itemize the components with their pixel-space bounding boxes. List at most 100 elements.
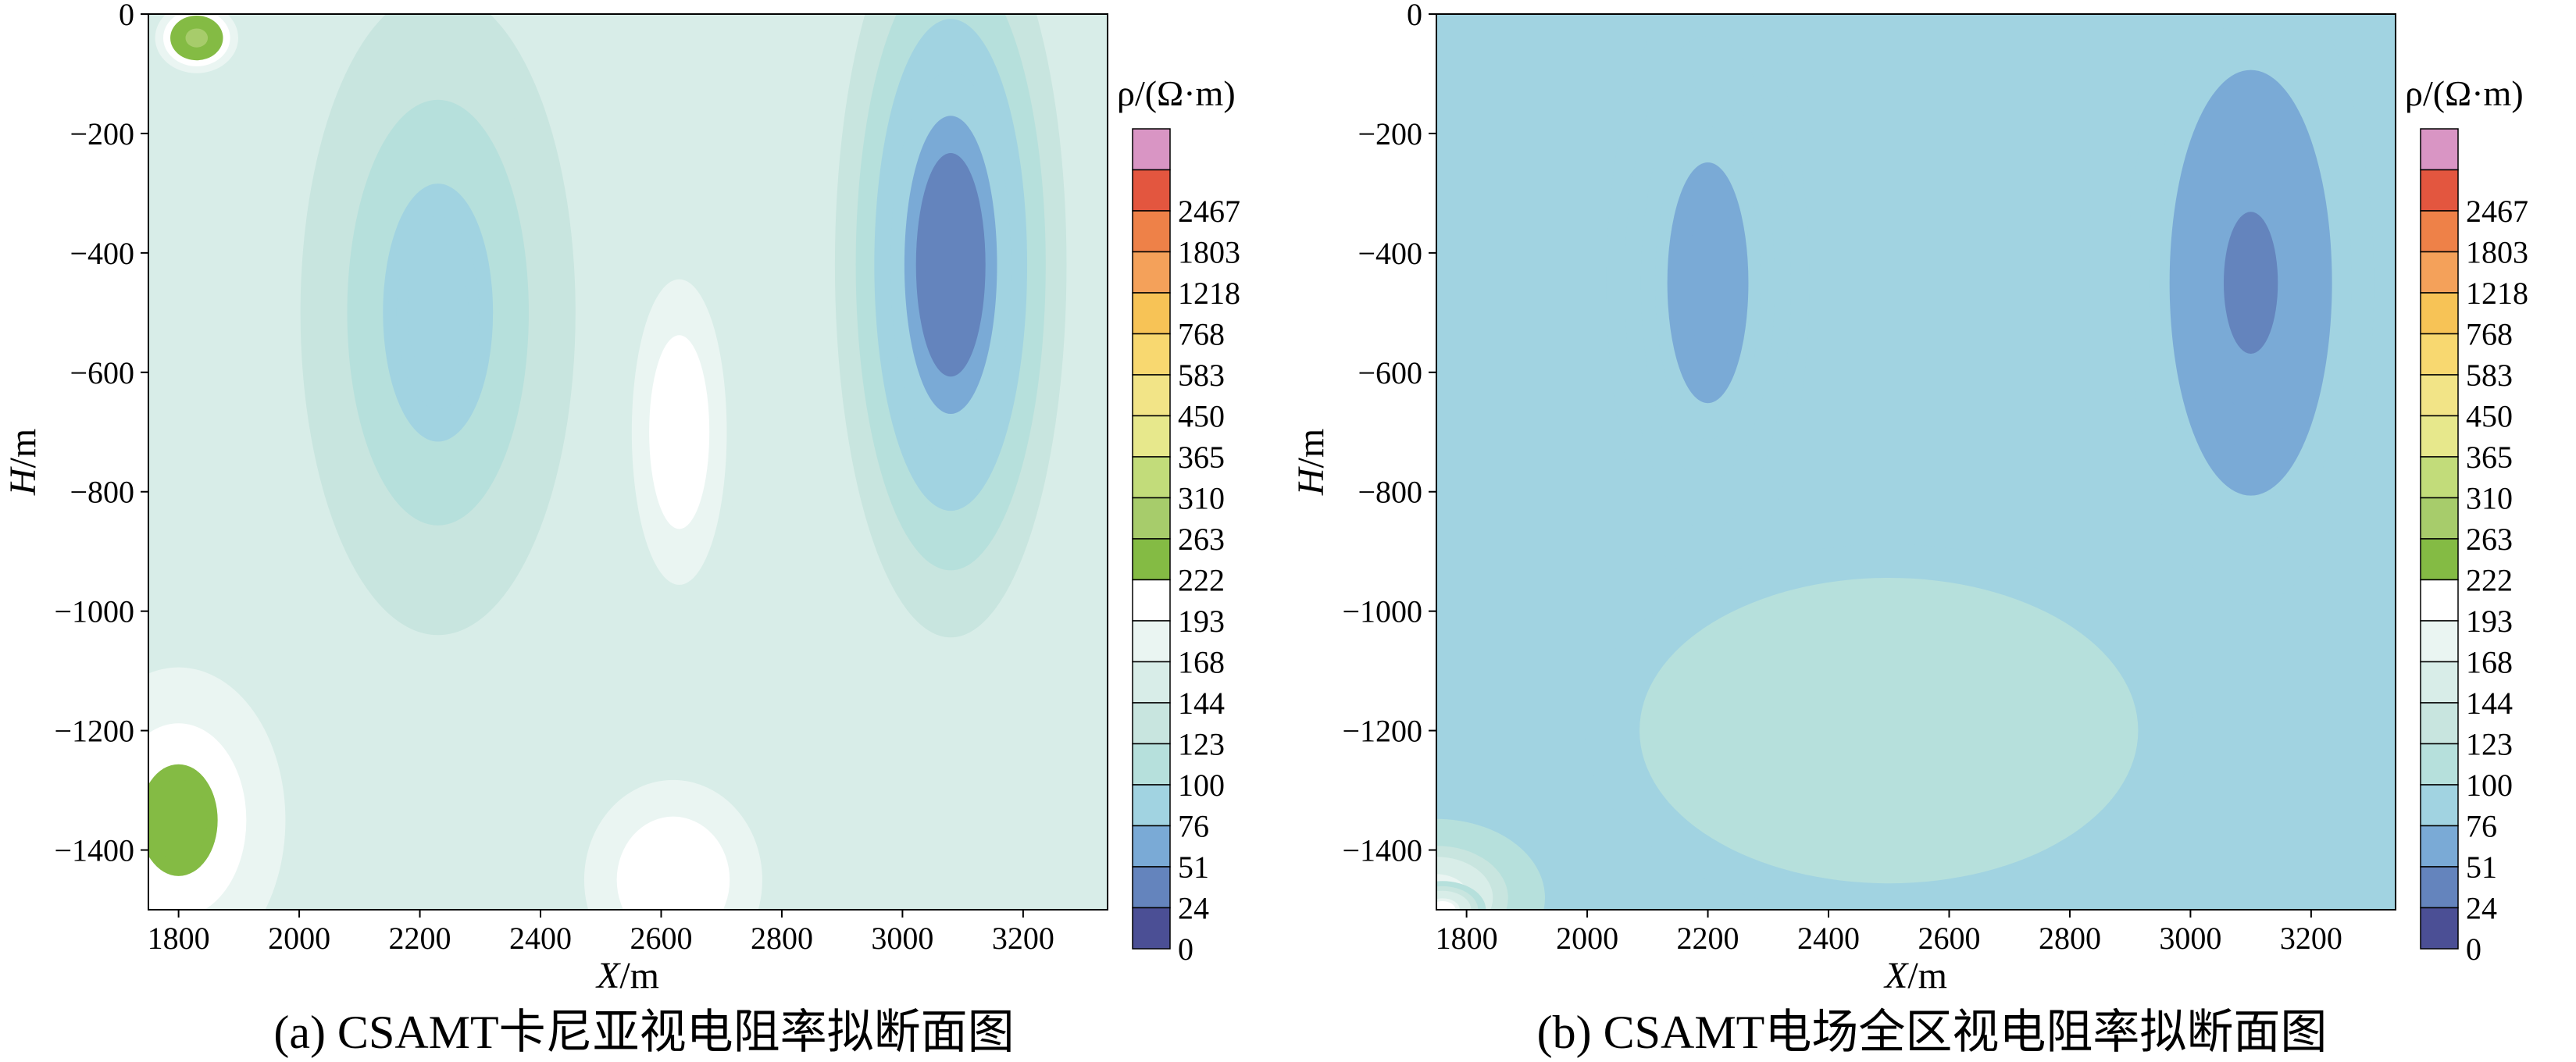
colorbar-label: 76 — [1178, 809, 1209, 844]
colorbar-swatch — [1132, 456, 1171, 499]
contour-region-0-6 — [2223, 212, 2278, 354]
colorbar-label: 123 — [2466, 727, 2513, 762]
colorbar-swatch — [2420, 292, 2459, 335]
colorbar-label: 768 — [2466, 317, 2513, 352]
colorbar-swatch — [2420, 415, 2459, 458]
contour-region-1-6 — [1686, 216, 1731, 349]
colorbar-label: 168 — [2466, 645, 2513, 680]
x-tick-label: 1800 — [1436, 921, 1498, 956]
y-tick-label: −1200 — [54, 714, 134, 749]
x-tick-label: 2800 — [751, 921, 813, 956]
colorbar-label: 310 — [1178, 481, 1225, 516]
y-tick-label: −1000 — [1342, 594, 1422, 629]
y-tick-label: 0 — [1407, 0, 1422, 32]
x-tick-label: 2200 — [389, 921, 451, 956]
y-tick-label: −800 — [70, 475, 134, 510]
colorbar-swatch — [1132, 415, 1171, 458]
colorbar-label: 0 — [2466, 932, 2481, 967]
chart-b-svg: 1800 2000 2200 2400 2600 2800 3000 3200 0 −200 −40… — [1290, 0, 2528, 996]
colorbar-label: 193 — [1178, 604, 1225, 639]
x-tick-label: 2400 — [509, 921, 572, 956]
colorbar-swatch — [2420, 169, 2459, 212]
colorbar-swatch — [1132, 784, 1171, 827]
x-tick-label: 2600 — [630, 921, 692, 956]
contour-region-4-6 — [1436, 903, 1452, 910]
colorbar-swatch — [2420, 579, 2459, 622]
chart-a-svg: 1800 2000 2200 2400 2600 2800 3000 3200 0 −200 −40… — [2, 0, 1240, 996]
contour-field — [1436, 14, 2396, 910]
colorbar-swatch — [2420, 128, 2459, 171]
y-tick-label: −200 — [1358, 116, 1422, 151]
x-tick-label: 2800 — [2039, 921, 2101, 956]
y-tick-label: 0 — [119, 0, 134, 32]
colorbar-title: ρ/(Ω·m) — [2405, 73, 2524, 113]
colorbar-swatch — [1132, 292, 1171, 335]
colorbar-swatch — [2420, 251, 2459, 294]
colorbar-swatch — [2420, 456, 2459, 499]
colorbar-swatch — [1132, 907, 1171, 950]
x-tick-label: 3000 — [871, 921, 933, 956]
colorbar-label: 263 — [1178, 522, 1225, 557]
x-tick-label: 3000 — [2159, 921, 2221, 956]
colorbar-swatch — [2420, 825, 2459, 868]
panel-a: 1800 2000 2200 2400 2600 2800 3000 3200 0 −200 −40… — [2, 0, 1240, 1056]
colorbar-swatch — [1132, 333, 1171, 376]
colorbar-swatch — [1132, 538, 1171, 581]
colorbar-label: 193 — [2466, 604, 2513, 639]
colorbar-label: 263 — [2466, 522, 2513, 557]
x-tick-label: 2000 — [1556, 921, 1618, 956]
colorbar-swatch — [2420, 374, 2459, 417]
contour-region-1-6 — [407, 241, 469, 384]
colorbar-swatch — [2420, 743, 2459, 786]
colorbar-title: ρ/(Ω·m) — [1117, 73, 1236, 113]
colorbar-swatch — [1132, 743, 1171, 786]
x-axis-label: X/m — [1883, 955, 1947, 996]
colorbar-label: 100 — [1178, 768, 1225, 803]
colorbar-label: 123 — [1178, 727, 1225, 762]
colorbar-swatch — [2420, 497, 2459, 540]
x-axis-label: X/m — [595, 955, 659, 996]
colorbar-swatch — [2420, 784, 2459, 827]
colorbar-swatch — [1132, 128, 1171, 171]
x-tick-label: 2200 — [1677, 921, 1739, 956]
colorbar-label: 1218 — [2466, 276, 2528, 311]
colorbar-swatch — [2420, 210, 2459, 253]
colorbar-label: 100 — [2466, 768, 2513, 803]
contour-region-3-6 — [149, 779, 208, 861]
colorbar-label: 365 — [1178, 440, 1225, 475]
colorbar-label: 0 — [1178, 932, 1193, 967]
colorbar-label: 24 — [1178, 891, 1209, 926]
colorbar-swatch — [2420, 702, 2459, 745]
colorbar-label: 144 — [1178, 686, 1225, 721]
y-tick-label: −1400 — [1342, 833, 1422, 868]
colorbar-label: 222 — [2466, 563, 2513, 598]
colorbar-swatch — [1132, 497, 1171, 540]
colorbar-label: 51 — [1178, 850, 1209, 885]
plot-frame — [1436, 13, 2396, 911]
y-tick-label: −600 — [1358, 355, 1422, 390]
y-tick-label: −1400 — [54, 833, 134, 868]
colorbar-swatch — [1132, 579, 1171, 622]
x-tick-label: 1800 — [148, 921, 210, 956]
y-tick-label: −1200 — [1342, 714, 1422, 749]
y-tick-label: −1000 — [54, 594, 134, 629]
colorbar-label: 450 — [1178, 399, 1225, 434]
colorbar-label: 768 — [1178, 317, 1225, 352]
colorbar-swatch — [1132, 374, 1171, 417]
contour-region-2-6 — [666, 390, 692, 473]
x-tick-label: 2600 — [1918, 921, 1980, 956]
colorbar-swatch — [2420, 907, 2459, 950]
colorbar-label: 310 — [2466, 481, 2513, 516]
contour-region-5-6 — [185, 28, 209, 48]
colorbar-label: 583 — [2466, 358, 2513, 393]
colorbar-label: 365 — [2466, 440, 2513, 475]
caption-b: (b) CSAMT电场全区视电阻率拟断面图 — [1536, 1007, 2328, 1058]
x-tick-label: 3200 — [2280, 921, 2342, 956]
colorbar-swatch — [1132, 620, 1171, 663]
y-tick-label: −400 — [1358, 236, 1422, 271]
colorbar-swatch — [2420, 620, 2459, 663]
colorbar-swatch — [1132, 661, 1171, 704]
y-axis-label: H/m — [1290, 429, 1332, 496]
y-axis-label: H/m — [2, 429, 44, 496]
colorbar-label: 76 — [2466, 809, 2497, 844]
